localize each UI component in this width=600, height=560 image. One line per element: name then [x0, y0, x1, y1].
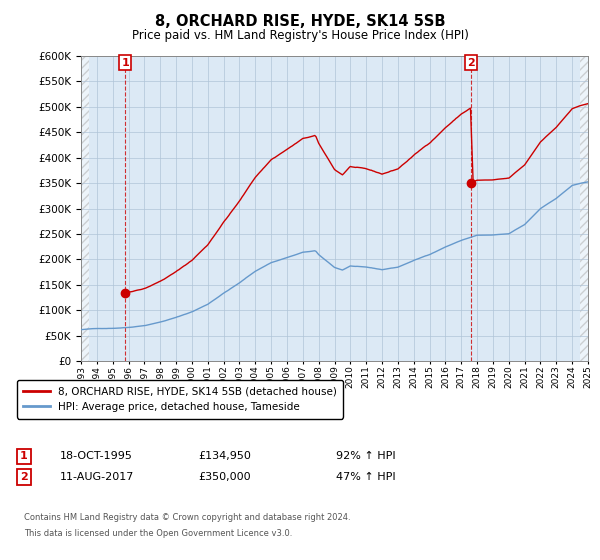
- Text: 18-OCT-1995: 18-OCT-1995: [60, 451, 133, 461]
- Bar: [81, 56, 89, 361]
- Text: 1: 1: [121, 58, 129, 68]
- Text: 47% ↑ HPI: 47% ↑ HPI: [336, 472, 395, 482]
- Text: £350,000: £350,000: [198, 472, 251, 482]
- Text: 1: 1: [20, 451, 28, 461]
- Text: 8, ORCHARD RISE, HYDE, SK14 5SB: 8, ORCHARD RISE, HYDE, SK14 5SB: [155, 14, 445, 29]
- Text: This data is licensed under the Open Government Licence v3.0.: This data is licensed under the Open Gov…: [24, 529, 292, 538]
- Text: 11-AUG-2017: 11-AUG-2017: [60, 472, 134, 482]
- Text: Contains HM Land Registry data © Crown copyright and database right 2024.: Contains HM Land Registry data © Crown c…: [24, 514, 350, 522]
- Text: 92% ↑ HPI: 92% ↑ HPI: [336, 451, 395, 461]
- Bar: [580, 56, 588, 361]
- Text: £134,950: £134,950: [198, 451, 251, 461]
- Legend: 8, ORCHARD RISE, HYDE, SK14 5SB (detached house), HPI: Average price, detached h: 8, ORCHARD RISE, HYDE, SK14 5SB (detache…: [17, 380, 343, 418]
- Text: 2: 2: [467, 58, 475, 68]
- Text: Price paid vs. HM Land Registry's House Price Index (HPI): Price paid vs. HM Land Registry's House …: [131, 29, 469, 42]
- Text: 2: 2: [20, 472, 28, 482]
